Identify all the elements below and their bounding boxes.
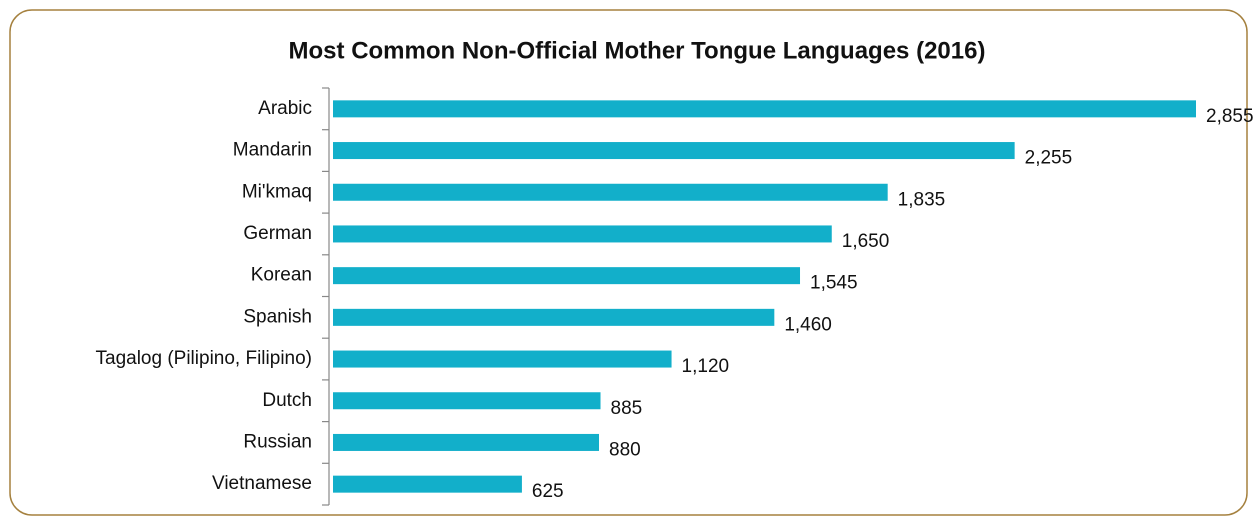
value-label: 1,460	[784, 314, 832, 335]
bar	[333, 433, 600, 451]
bar	[333, 225, 832, 243]
value-label: 625	[532, 481, 564, 502]
value-label: 1,835	[898, 189, 946, 210]
chart-title: Most Common Non-Official Mother Tongue L…	[289, 37, 986, 64]
chart-frame	[9, 9, 1248, 516]
y-tick-label: Dutch	[262, 390, 312, 411]
y-tick-label: Spanish	[243, 306, 312, 327]
y-tick-label: Tagalog (Pilipino, Filipino)	[96, 348, 313, 369]
value-label: 2,855	[1206, 106, 1254, 127]
value-label: 2,255	[1025, 148, 1073, 169]
bar	[333, 308, 775, 326]
bar	[333, 100, 1196, 118]
bar	[333, 475, 522, 493]
y-tick-label: Russian	[243, 431, 312, 452]
y-tick-label: German	[243, 223, 312, 244]
y-tick-label: Vietnamese	[212, 473, 312, 494]
bar	[333, 267, 801, 285]
value-label: 1,545	[810, 273, 858, 294]
value-label: 1,120	[682, 356, 730, 377]
bar	[333, 183, 888, 201]
y-tick-label: Arabic	[258, 98, 312, 119]
value-label: 1,650	[842, 231, 890, 252]
value-label: 880	[609, 439, 641, 460]
y-tick-label: Korean	[251, 265, 312, 286]
bar	[333, 350, 672, 368]
y-tick-label: Mi'kmaq	[242, 181, 312, 202]
bar	[333, 392, 601, 410]
y-tick-label: Mandarin	[233, 140, 312, 161]
bar	[333, 142, 1015, 160]
value-label: 885	[611, 398, 643, 419]
